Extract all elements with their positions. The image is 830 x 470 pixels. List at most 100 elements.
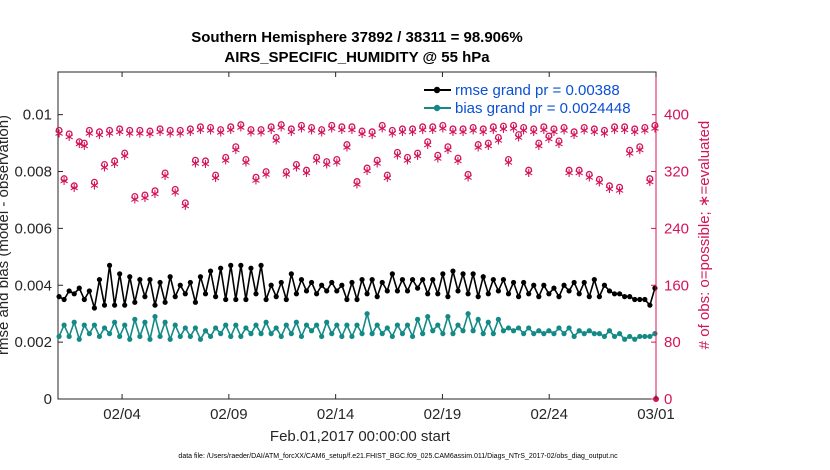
bias-point <box>425 313 431 320</box>
bias-point <box>142 319 148 325</box>
y-left-tick-label: 0.006 <box>14 220 52 237</box>
rmse-point <box>622 294 628 300</box>
obs-evaluated-point: ∗ <box>362 164 373 179</box>
obs-possible-point <box>237 121 245 129</box>
rmse-point <box>96 276 103 283</box>
obs-possible-point <box>404 153 411 161</box>
obs-possible-point <box>292 160 300 168</box>
rmse-point <box>455 288 461 294</box>
rmse-point <box>147 276 153 283</box>
rmse-point <box>329 279 335 286</box>
bias-point <box>314 322 320 328</box>
rmse-point <box>510 279 517 286</box>
obs-possible-point <box>101 160 108 168</box>
rmse-point <box>465 291 471 297</box>
obs-evaluated-point: ∗ <box>417 123 428 138</box>
bias-point <box>642 333 648 340</box>
obs-possible-point <box>419 123 427 131</box>
bias-point <box>374 322 380 328</box>
bias-point <box>460 328 466 334</box>
obs-possible-point <box>252 173 260 181</box>
obs-evaluated-point: ∗ <box>458 125 469 140</box>
obs-possible-point <box>520 123 528 131</box>
obs-possible-point <box>494 133 502 141</box>
bias-point <box>324 319 330 325</box>
obs-possible-point <box>272 133 280 141</box>
rmse-point <box>435 291 441 297</box>
bias-point <box>288 331 294 337</box>
obs-evaluated-point: ∗ <box>493 134 504 149</box>
rmse-point <box>374 294 380 300</box>
bias-point <box>576 328 582 334</box>
obs-evaluated-point: ∗ <box>200 157 211 172</box>
y-right-tick-label: 80 <box>664 334 681 351</box>
bias-point <box>364 311 370 317</box>
bias-point <box>440 331 446 337</box>
obs-possible-point <box>176 126 184 134</box>
rmse-point <box>223 296 229 303</box>
bias-point <box>223 322 229 328</box>
bias-point <box>157 333 163 340</box>
bias-point <box>172 322 178 328</box>
obs-evaluated-point: ∗ <box>165 126 176 141</box>
rmse-point <box>137 276 143 283</box>
rmse-point <box>541 282 547 288</box>
obs-possible-point <box>96 128 103 136</box>
obs-evaluated-point: ∗ <box>599 126 610 141</box>
x-tick-label: 03/01 <box>637 406 675 423</box>
obs-possible-point <box>434 151 442 159</box>
obs-possible-point <box>469 123 477 131</box>
obs-evaluated-point: ∗ <box>301 166 312 181</box>
y-left-tick-label: 0.004 <box>14 277 52 294</box>
bias-point <box>510 328 517 334</box>
obs-evaluated-point: ∗ <box>513 131 524 146</box>
obs-evaluated-point: ∗ <box>559 124 570 139</box>
rmse-point <box>207 268 214 274</box>
rmse-point <box>425 291 431 297</box>
obs-evaluated-point: ∗ <box>311 153 322 168</box>
bias-point <box>253 322 259 328</box>
bias-point <box>293 319 300 325</box>
obs-possible-point <box>308 123 316 131</box>
bias-point <box>531 331 537 337</box>
bias-point <box>182 325 188 331</box>
obs-evaluated-point: ∗ <box>442 143 453 158</box>
rmse-point <box>106 262 113 268</box>
bias-point <box>202 328 209 334</box>
y-axis-left-label: rmse and bias (model - observation) <box>0 115 12 355</box>
rmse-point <box>238 262 244 268</box>
rmse-point <box>157 279 163 286</box>
bias-point <box>536 328 542 334</box>
obs-possible-point <box>388 126 396 134</box>
rmse-point <box>596 294 602 300</box>
bias-point <box>455 322 461 328</box>
rmse-point <box>394 288 400 294</box>
obs-evaluated-point: ∗ <box>150 187 161 202</box>
obs-evaluated-point: ∗ <box>175 126 186 141</box>
obs-possible-point <box>262 168 270 175</box>
y-right-tick-label: 320 <box>664 164 689 181</box>
rmse-point <box>258 262 264 268</box>
obs-evaluated-point: ∗ <box>230 143 241 158</box>
bias-point <box>505 325 512 331</box>
obs-evaluated-point: ∗ <box>447 125 458 140</box>
obs-evaluated-point: ∗ <box>286 125 297 140</box>
rmse-point <box>81 296 87 303</box>
bias-point <box>450 331 456 337</box>
obs-possible-point <box>348 123 356 131</box>
bias-point <box>485 319 491 325</box>
rmse-point <box>571 279 577 286</box>
obs-possible-point <box>368 128 376 136</box>
legend-rmse-marker <box>433 86 441 94</box>
rmse-point <box>414 285 421 291</box>
rmse-point <box>521 279 527 286</box>
bias-point <box>409 333 416 340</box>
obs-evaluated-point: ∗ <box>99 161 110 176</box>
obs-possible-point <box>60 175 68 183</box>
rmse-point <box>344 296 350 303</box>
obs-possible-point <box>171 185 179 193</box>
obs-evaluated-point: ∗ <box>160 169 171 184</box>
obs-possible-point <box>227 123 235 131</box>
bias-point <box>192 325 199 331</box>
